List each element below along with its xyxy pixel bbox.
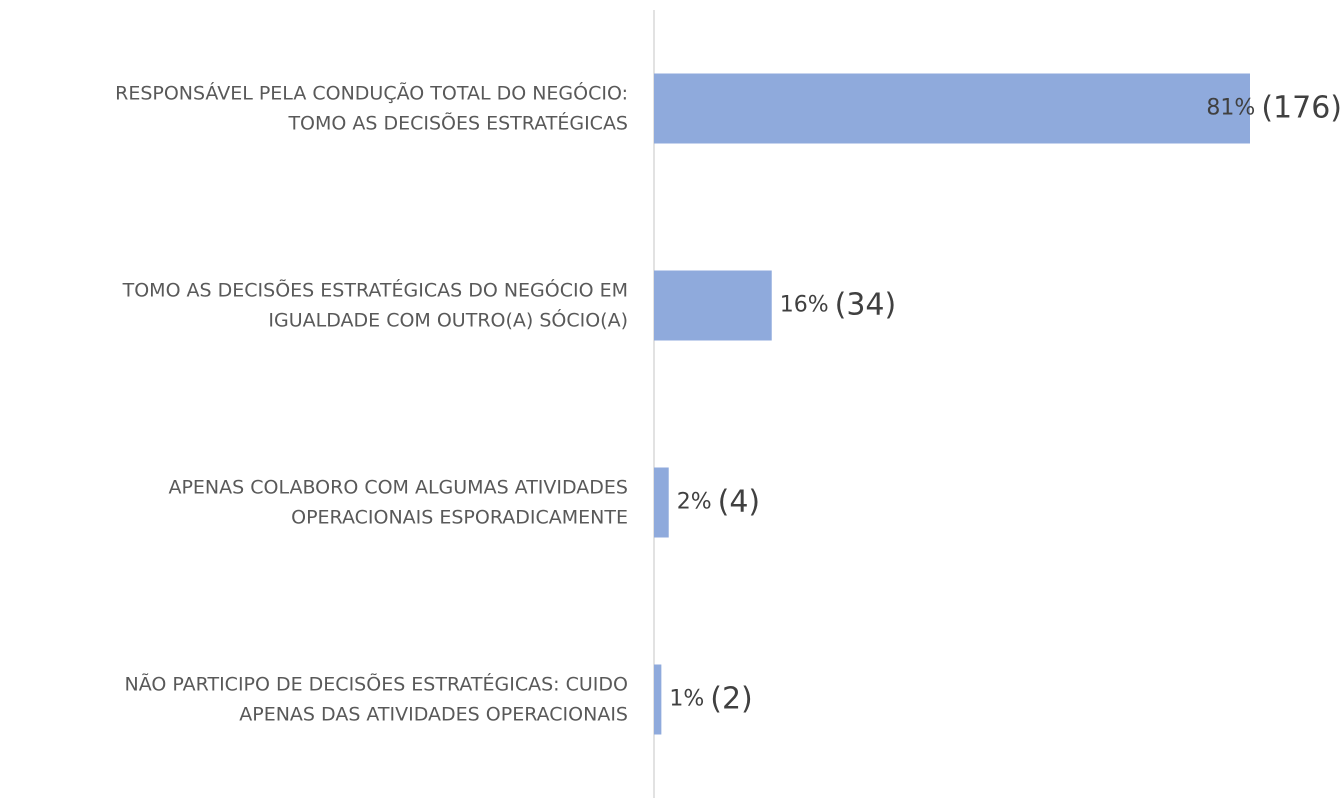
count-label: (2): [710, 681, 753, 716]
category-label: NÃO PARTICIPO DE DECISÕES ESTRATÉGICAS: …: [125, 672, 628, 725]
category-label: RESPONSÁVEL PELA CONDUÇÃO TOTAL DO NEGÓC…: [115, 80, 628, 134]
data-label: 1% (2): [669, 681, 752, 716]
category-line: TOMO AS DECISÕES ESTRATÉGICAS: [287, 111, 628, 134]
count-label: (176): [1261, 90, 1342, 125]
data-label: 16% (34): [780, 287, 897, 322]
bar: [654, 73, 1250, 144]
count-label: (34): [835, 287, 897, 322]
value-label: 2%: [677, 490, 712, 515]
value-label: 16%: [780, 293, 829, 318]
category-line: APENAS COLABORO COM ALGUMAS ATIVIDADES: [168, 476, 628, 498]
category-line: RESPONSÁVEL PELA CONDUÇÃO TOTAL DO NEGÓC…: [115, 80, 628, 104]
bar: [654, 467, 669, 538]
category-line: TOMO AS DECISÕES ESTRATÉGICAS DO NEGÓCIO…: [122, 277, 628, 301]
bar: [654, 664, 662, 735]
value-label: 1%: [669, 687, 704, 712]
data-label: 2% (4): [677, 484, 760, 519]
value-label: 81%: [1206, 96, 1255, 121]
category-line: NÃO PARTICIPO DE DECISÕES ESTRATÉGICAS: …: [125, 672, 628, 695]
category-line: IGUALDADE COM OUTRO(A) SÓCIO(A): [268, 307, 628, 331]
count-label: (4): [718, 484, 761, 519]
category-label: TOMO AS DECISÕES ESTRATÉGICAS DO NEGÓCIO…: [122, 277, 628, 331]
category-label: APENAS COLABORO COM ALGUMAS ATIVIDADES OP…: [168, 476, 628, 528]
bar: [654, 270, 772, 341]
data-label: 81% (176): [1206, 90, 1342, 125]
category-line: APENAS DAS ATIVIDADES OPERACIONAIS: [239, 703, 628, 725]
category-line: OPERACIONAIS ESPORADICAMENTE: [291, 506, 628, 528]
